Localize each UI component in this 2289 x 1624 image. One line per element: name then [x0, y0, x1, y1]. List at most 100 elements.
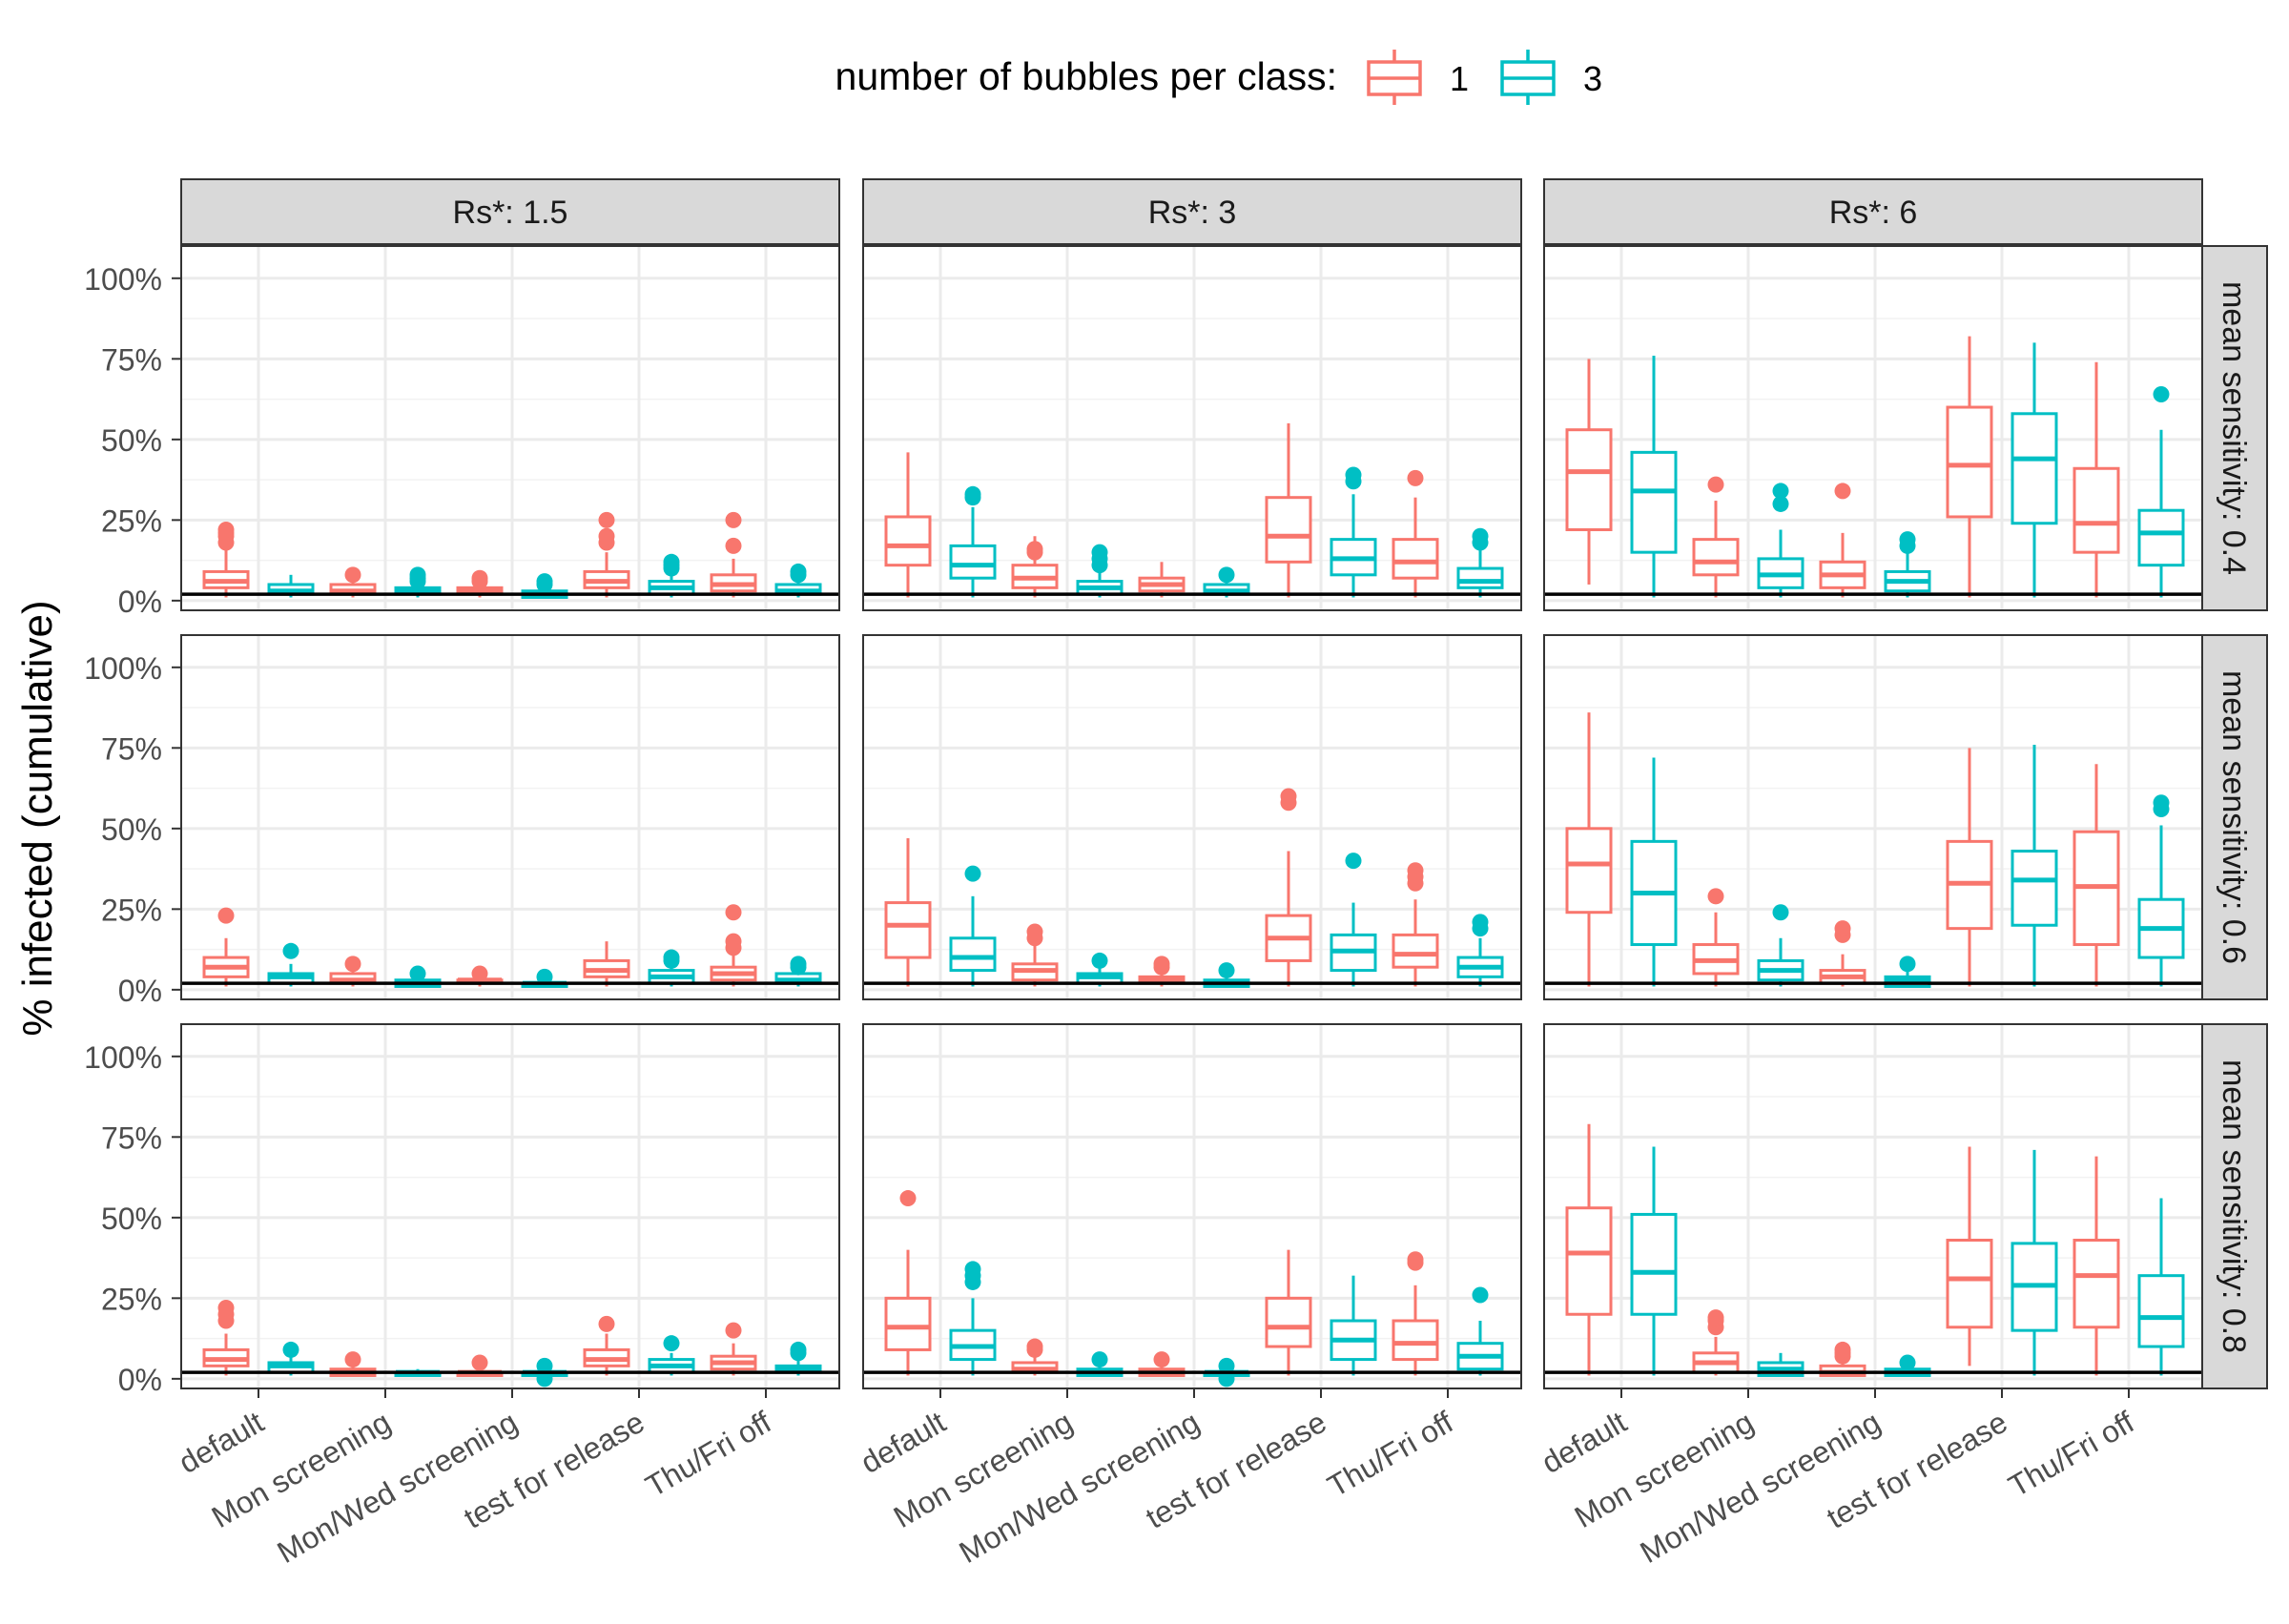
legend-key-3: 3	[1500, 50, 1602, 105]
box-thu-fri-off-bubbles-1	[1392, 862, 1439, 987]
box-iqr	[949, 544, 997, 580]
box-test-for-release-bubbles-1	[1946, 1146, 1993, 1367]
panel-border	[1543, 245, 2203, 611]
outlier-point	[1772, 495, 1789, 512]
box-mon-screening-bubbles-1	[1011, 536, 1059, 598]
box-test-for-release-bubbles-1	[1946, 748, 1993, 987]
outlier-point	[964, 485, 981, 503]
outlier-point	[663, 949, 680, 966]
outlier-point	[409, 566, 426, 584]
box-default-bubbles-1	[884, 1190, 932, 1376]
facet-strip-background	[180, 178, 840, 245]
outlier-point	[536, 1357, 553, 1374]
box-thu-fri-off-bubbles-3	[774, 563, 822, 598]
outlier-point	[1026, 923, 1043, 940]
outlier-point	[964, 865, 981, 882]
outlier-point	[1218, 962, 1235, 979]
box-test-for-release-bubbles-1	[1946, 336, 1993, 598]
facet-strip-label: Rs*: 6	[1829, 195, 1918, 231]
y-tick-label: 25%	[101, 893, 162, 927]
y-tick-label: 0%	[118, 974, 162, 1008]
outlier-point	[725, 904, 742, 921]
outlier-point	[536, 968, 553, 985]
boxes-rs-6-mean-sensitivity-0-8	[1565, 1123, 2185, 1377]
box-iqr	[2137, 508, 2185, 567]
box-iqr	[1265, 1296, 1312, 1348]
box-test-for-release-bubbles-3	[648, 553, 695, 598]
facet-strip-rs-3: Rs*: 3	[862, 178, 1522, 245]
y-tick-label: 100%	[84, 651, 162, 686]
panel-border	[1543, 1023, 2203, 1389]
facet-strip-mean-sensitivity-0-6: mean sensitivity: 0.6	[2201, 634, 2268, 1000]
panel-background	[1544, 246, 2202, 610]
outlier-point	[409, 965, 426, 982]
box-thu-fri-off-bubbles-1	[2072, 361, 2120, 598]
facet-strip-rs-1-5: Rs*: 1.5	[180, 178, 840, 245]
box-iqr	[2072, 466, 2120, 554]
box-default-bubbles-3	[1630, 1146, 1678, 1376]
outlier-point	[663, 1335, 680, 1352]
outlier-point	[790, 956, 807, 973]
outlier-point	[217, 907, 235, 924]
boxes-rs-6-mean-sensitivity-0-4	[1565, 336, 2185, 598]
facet-strip-mean-sensitivity-0-8: mean sensitivity: 0.8	[2201, 1023, 2268, 1389]
outlier-point	[1707, 476, 1724, 493]
outlier-point	[1026, 1338, 1043, 1355]
facet-strip-label: Rs*: 3	[1148, 195, 1237, 231]
facet-strip-label: mean sensitivity: 0.6	[2216, 670, 2252, 964]
box-thu-fri-off-bubbles-1	[1392, 469, 1439, 598]
facet-strip-label: Rs*: 1.5	[453, 195, 568, 231]
box-iqr	[1630, 1212, 1678, 1316]
box-test-for-release-bubbles-3	[2011, 342, 2058, 598]
outlier-point	[344, 566, 361, 584]
box-default-bubbles-3	[949, 485, 997, 598]
box-default-bubbles-1	[1565, 1123, 1613, 1376]
panel-border	[180, 1023, 840, 1389]
y-tick-label: 75%	[101, 1120, 162, 1155]
box-default-bubbles-1	[202, 907, 250, 987]
outlier-point	[1407, 469, 1424, 486]
y-tick-label: 50%	[101, 1202, 162, 1236]
outlier-point	[1153, 1351, 1170, 1368]
box-mon-wed-screening-bubbles-1	[1138, 562, 1186, 598]
panel-border	[862, 1023, 1522, 1389]
legend: number of bubbles per class: 1 3	[835, 50, 1602, 105]
y-tick-label: 0%	[118, 1363, 162, 1397]
outlier-point	[1218, 566, 1235, 584]
outlier-point	[598, 527, 615, 545]
boxes-rs-3-mean-sensitivity-0-8	[884, 1190, 1504, 1388]
box-thu-fri-off-bubbles-1	[710, 904, 757, 987]
panel-border	[1543, 634, 2203, 1000]
box-iqr	[2072, 1238, 2120, 1329]
outlier-point	[282, 942, 299, 959]
outlier-point	[1218, 1370, 1235, 1388]
box-default-bubbles-3	[267, 1341, 315, 1376]
panel-background	[1544, 1024, 2202, 1388]
box-mon-screening-bubbles-1	[1011, 1338, 1059, 1376]
facet-panels: Rs*: 1.5 Rs*: 3 Rs*: 6 mean sensitivity: 0.…	[84, 178, 2268, 1570]
box-mon-wed-screening-bubbles-1	[1138, 956, 1186, 987]
outlier-point	[1707, 888, 1724, 905]
box-iqr	[1946, 405, 1993, 519]
box-default-bubbles-1	[202, 1299, 250, 1376]
panel-rs-1-5-mean-sensitivity-0-4	[181, 246, 839, 610]
box-test-for-release-bubbles-3	[1330, 853, 1377, 987]
panel-border	[862, 245, 1522, 611]
box-iqr	[1265, 496, 1312, 564]
outlier-point	[1091, 544, 1108, 561]
outlier-point	[344, 1351, 361, 1368]
box-mon-screening-bubbles-3	[1757, 904, 1804, 987]
outlier-point	[598, 511, 615, 528]
facet-strip-background	[1543, 178, 2203, 245]
box-mon-screening-bubbles-3	[1757, 483, 1804, 598]
box-default-bubbles-1	[1565, 712, 1613, 987]
facet-strip-label: mean sensitivity: 0.4	[2216, 281, 2252, 575]
box-default-bubbles-3	[1630, 355, 1678, 598]
outlier-point	[964, 1261, 981, 1278]
outlier-point	[1834, 483, 1851, 500]
box-thu-fri-off-bubbles-3	[1456, 1286, 1504, 1376]
outlier-point	[1280, 788, 1297, 805]
outlier-point	[1834, 920, 1851, 937]
boxes-rs-6-mean-sensitivity-0-6	[1565, 712, 2185, 988]
box-iqr	[1392, 538, 1439, 580]
